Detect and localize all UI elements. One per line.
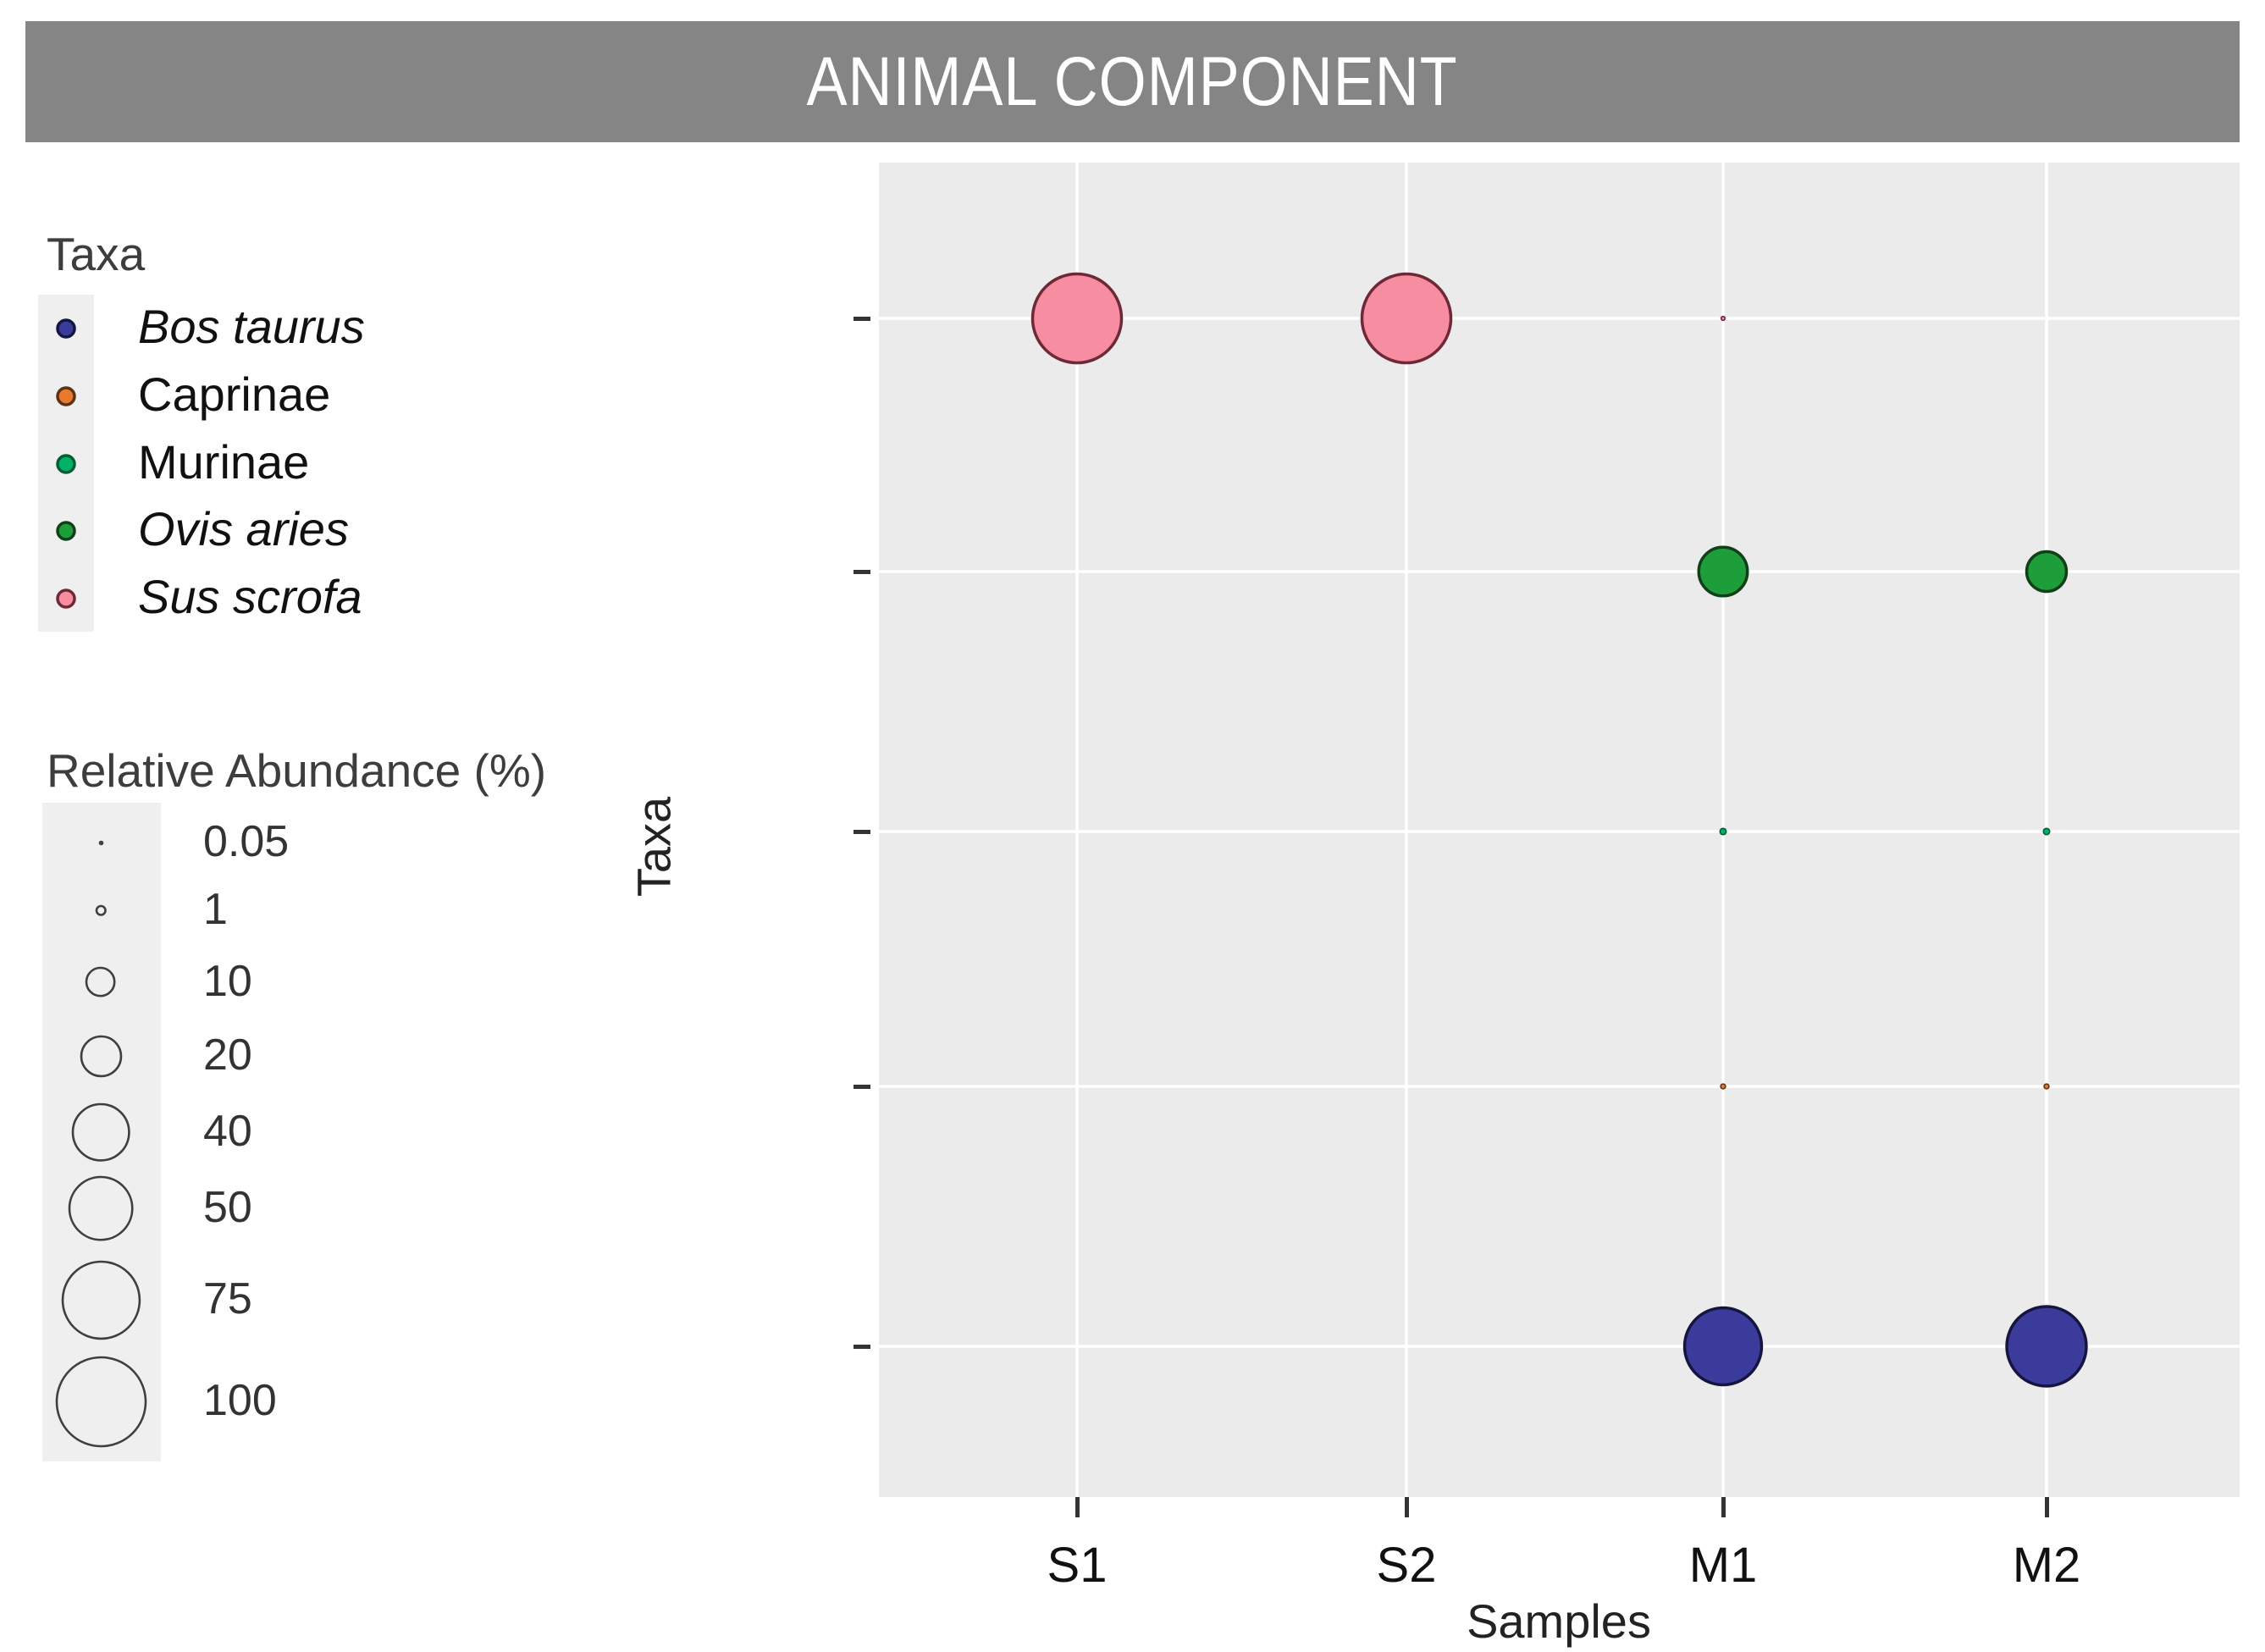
plot-panel <box>879 163 2240 1497</box>
taxa-legend-dot-murinae <box>56 454 76 474</box>
bubble-caprinae-m1 <box>1720 1083 1726 1090</box>
taxa-legend-title: Taxa <box>47 228 146 280</box>
size-legend-title: Relative Abundance (%) <box>47 744 547 797</box>
bubble-bos-taurus-m2 <box>2005 1305 2088 1388</box>
taxa-legend-label-murinae: Murinae <box>138 434 310 489</box>
size-legend-label-1: 1 <box>203 884 228 934</box>
bubble-sus-scrofa-s1 <box>1030 272 1124 365</box>
bubble-caprinae-m2 <box>2043 1083 2050 1090</box>
taxa-legend-label-sus-scrofa: Sus scrofa <box>138 569 362 623</box>
x-tick-label-m2: M2 <box>2012 1538 2081 1593</box>
x-tick-mark-s2 <box>1404 1497 1409 1517</box>
size-legend-label-40: 40 <box>203 1106 252 1156</box>
y-tick-mark-bos-taurus <box>854 1345 870 1349</box>
x-tick-label-s2: S2 <box>1376 1538 1437 1593</box>
size-legend-circle-1 <box>95 904 107 916</box>
size-legend-circle-20 <box>80 1035 122 1077</box>
taxa-legend-label-ovis-aries: Ovis aries <box>138 501 349 555</box>
size-legend-label-100: 100 <box>203 1375 277 1425</box>
x-tick-mark-m1 <box>1721 1497 1726 1517</box>
x-axis-title: Samples <box>1467 1594 1651 1648</box>
taxa-legend-label-bos-taurus: Bos taurus <box>138 299 365 353</box>
y-tick-mark-murinae <box>854 830 870 834</box>
y-tick-mark-caprinae <box>854 1085 870 1089</box>
figure-title-bar: ANIMAL COMPONENT <box>25 21 2240 142</box>
bubble-sus-scrofa-m1 <box>1720 315 1726 322</box>
size-legend-circle-10 <box>86 967 116 997</box>
x-tick-label-s1: S1 <box>1047 1538 1108 1593</box>
bubble-ovis-aries-m1 <box>1697 545 1749 598</box>
taxa-legend-dot-caprinae <box>56 386 76 406</box>
size-legend-label-75: 75 <box>203 1274 252 1323</box>
x-tick-label-m1: M1 <box>1688 1538 1758 1593</box>
size-legend-label-0.05: 0.05 <box>203 816 290 866</box>
size-legend-circle-100 <box>55 1356 146 1447</box>
taxa-legend-dot-ovis-aries <box>56 521 76 541</box>
y-axis-title: Taxa <box>627 796 681 898</box>
size-legend-key-strip <box>42 803 161 1461</box>
taxa-legend-dot-sus-scrofa <box>56 588 76 609</box>
figure-title: ANIMAL COMPONENT <box>806 42 1459 120</box>
y-tick-mark-ovis-aries <box>854 570 870 574</box>
bubble-bos-taurus-m1 <box>1682 1306 1764 1387</box>
size-legend-circle-0.05 <box>98 840 103 845</box>
bubble-sus-scrofa-s2 <box>1360 272 1453 365</box>
bubble-plot <box>879 163 2240 1497</box>
size-legend-circle-75 <box>61 1260 141 1340</box>
x-tick-mark-s1 <box>1074 1497 1080 1517</box>
size-legend-circle-40 <box>71 1102 130 1162</box>
bubble-murinae-m1 <box>1719 827 1727 836</box>
size-legend-label-10: 10 <box>203 956 252 1006</box>
taxa-legend-label-caprinae: Caprinae <box>138 367 331 421</box>
bubble-murinae-m2 <box>2042 827 2051 836</box>
taxa-legend-dot-bos-taurus <box>56 318 76 339</box>
size-legend-circle-50 <box>68 1175 134 1241</box>
y-tick-mark-sus-scrofa <box>854 317 870 321</box>
size-legend-label-50: 50 <box>203 1182 252 1232</box>
x-tick-mark-m2 <box>2044 1497 2049 1517</box>
size-legend-label-20: 20 <box>203 1030 252 1080</box>
bubble-ovis-aries-m2 <box>2025 550 2069 594</box>
